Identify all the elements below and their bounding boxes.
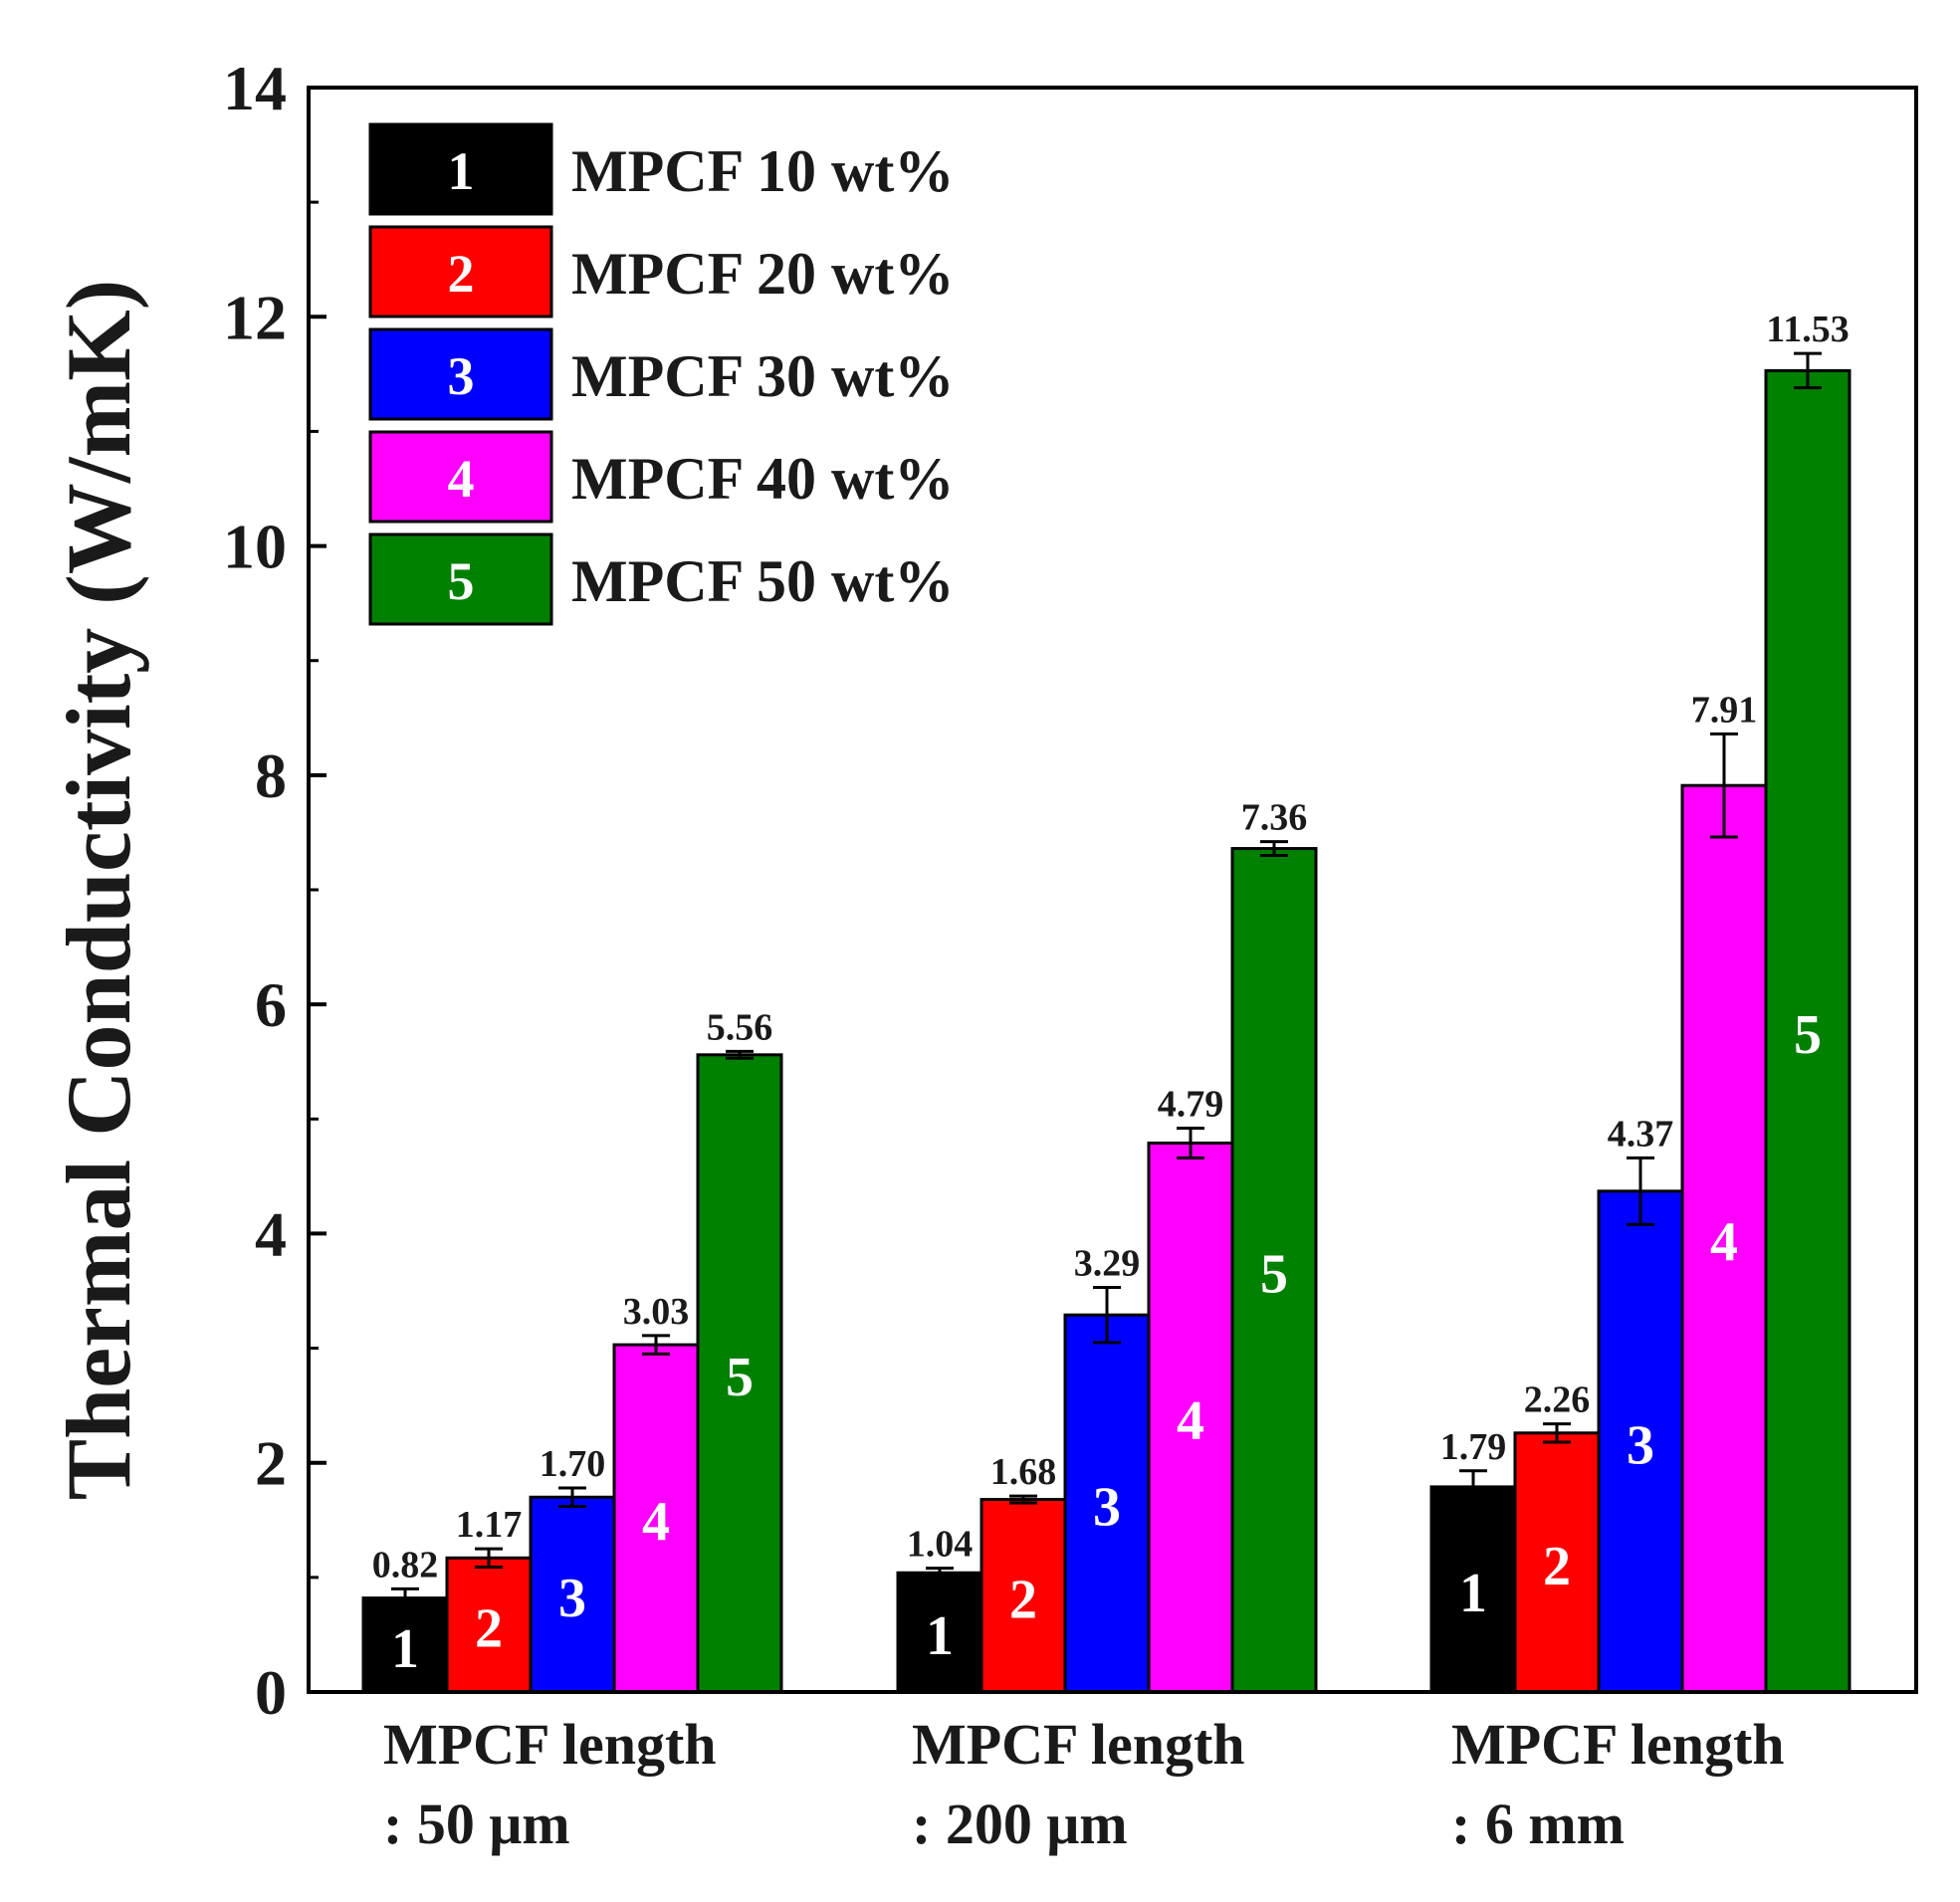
legend-label-5: MPCF 50 wt% — [571, 548, 954, 614]
value-label-s3-c3: 4.37 — [1608, 1113, 1674, 1155]
bar-marker-s5-c2: 5 — [1260, 1243, 1288, 1305]
legend-label-1: MPCF 10 wt% — [571, 138, 954, 204]
x-category-label-1-line2: : 50 μm — [383, 1792, 570, 1856]
y-tick-label-4: 4 — [255, 1198, 287, 1269]
legend: 1 MPCF 10 wt% 2 MPCF 20 wt% 3 MPCF 30 wt% 4 MPC… — [368, 122, 954, 626]
bar-marker-s1-c1: 1 — [391, 1618, 419, 1680]
bar-s5-c2 — [1230, 847, 1318, 1694]
legend-label-3: MPCF 30 wt% — [571, 343, 954, 409]
x-category-label-2-line2: : 200 μm — [912, 1792, 1128, 1856]
bar-marker-s1-c2: 1 — [926, 1605, 954, 1667]
bars-layer — [361, 351, 1851, 1694]
bar-marker-s5-c1: 5 — [726, 1347, 754, 1408]
error-bar-s3-c3 — [1627, 1156, 1654, 1226]
error-bar-s2-c3 — [1543, 1422, 1571, 1444]
value-label-s2-c1: 1.17 — [456, 1504, 523, 1546]
labels-layer: 0.82 1 1.04 1 1.79 1 1.17 2 1.68 2 2.26 2 1.70 3 3.29 3… — [372, 309, 1850, 1680]
bar-marker-s2-c1: 2 — [475, 1598, 503, 1660]
value-label-s1-c2: 1.04 — [907, 1524, 974, 1566]
error-bar-s1-c3 — [1459, 1469, 1487, 1505]
legend-swatch-5 — [368, 532, 553, 626]
y-tick-label-14: 14 — [223, 53, 287, 123]
value-label-s4-c1: 3.03 — [623, 1291, 690, 1333]
error-bar-s4-c1 — [642, 1334, 670, 1356]
y-tick-label-0: 0 — [255, 1657, 287, 1728]
value-label-s3-c2: 3.29 — [1074, 1243, 1141, 1285]
y-tick-label-6: 6 — [255, 969, 287, 1040]
legend-swatch-marker-1: 1 — [448, 141, 475, 201]
legend-swatch-marker-2: 2 — [448, 244, 475, 304]
value-label-s5-c3: 11.53 — [1766, 309, 1849, 350]
legend-label-2: MPCF 20 wt% — [571, 241, 954, 307]
bar-marker-s2-c3: 2 — [1543, 1536, 1571, 1597]
error-bar-s5-c3 — [1794, 351, 1822, 390]
value-label-s1-c3: 1.79 — [1440, 1426, 1507, 1468]
value-label-s5-c1: 5.56 — [707, 1006, 773, 1048]
x-category-label-2-line1: MPCF length — [912, 1712, 1245, 1777]
legend-label-4: MPCF 40 wt% — [571, 446, 954, 512]
x-category-label-3-line1: MPCF length — [1451, 1712, 1785, 1777]
bar-marker-s3-c2: 3 — [1093, 1477, 1121, 1539]
y-tick-label-8: 8 — [255, 740, 287, 811]
error-bar-s2-c2 — [1009, 1494, 1037, 1505]
value-label-s4-c3: 7.91 — [1691, 689, 1758, 731]
y-tick-label-2: 2 — [255, 1428, 287, 1499]
bar-s3-c3 — [1597, 1189, 1684, 1694]
legend-swatch-1 — [368, 122, 553, 216]
bar-marker-s4-c1: 4 — [642, 1492, 670, 1554]
error-bar-s4-c2 — [1177, 1126, 1204, 1160]
legend-swatch-3 — [368, 327, 553, 421]
y-axis-label: Thermal Conductivity (W/mK) — [48, 280, 149, 1501]
error-bar-s3-c1 — [558, 1486, 586, 1508]
error-bar-s1-c2 — [926, 1567, 954, 1580]
error-bar-s4-c3 — [1710, 732, 1738, 839]
bar-marker-s4-c2: 4 — [1177, 1390, 1204, 1452]
x-category-label-1-line1: MPCF length — [383, 1712, 717, 1777]
bar-marker-s3-c1: 3 — [558, 1568, 586, 1629]
value-label-s5-c2: 7.36 — [1241, 797, 1308, 839]
error-bar-s2-c1 — [475, 1547, 503, 1569]
bar-marker-s1-c3: 1 — [1459, 1563, 1487, 1624]
bar-marker-s5-c3: 5 — [1794, 1004, 1822, 1066]
legend-swatch-2 — [368, 225, 553, 318]
bar-s1-c1 — [361, 1596, 449, 1694]
legend-swatch-marker-4: 4 — [448, 449, 475, 509]
legend-swatch-marker-3: 3 — [448, 346, 475, 406]
error-bar-s1-c1 — [391, 1586, 419, 1609]
bar-marker-s4-c3: 4 — [1710, 1212, 1738, 1274]
value-label-s1-c1: 0.82 — [372, 1544, 439, 1585]
value-label-s2-c3: 2.26 — [1524, 1379, 1591, 1421]
value-label-s2-c2: 1.68 — [990, 1451, 1057, 1493]
error-bar-s5-c2 — [1260, 840, 1288, 857]
y-tick-label-10: 10 — [223, 512, 287, 582]
bar-marker-s3-c3: 3 — [1627, 1414, 1654, 1476]
bar-marker-s2-c2: 2 — [1009, 1569, 1037, 1630]
y-tick-label-12: 12 — [223, 282, 287, 352]
value-label-s3-c1: 1.70 — [540, 1443, 606, 1485]
legend-swatch-4 — [368, 430, 553, 524]
error-bar-s3-c2 — [1093, 1286, 1121, 1345]
x-category-label-3-line2: : 6 mm — [1451, 1792, 1625, 1856]
bar-s3-c2 — [1063, 1313, 1151, 1694]
error-bar-s5-c1 — [726, 1049, 754, 1060]
value-label-s4-c2: 4.79 — [1158, 1083, 1224, 1125]
bar-s5-c3 — [1764, 368, 1851, 1694]
legend-swatch-marker-5: 5 — [448, 551, 475, 611]
